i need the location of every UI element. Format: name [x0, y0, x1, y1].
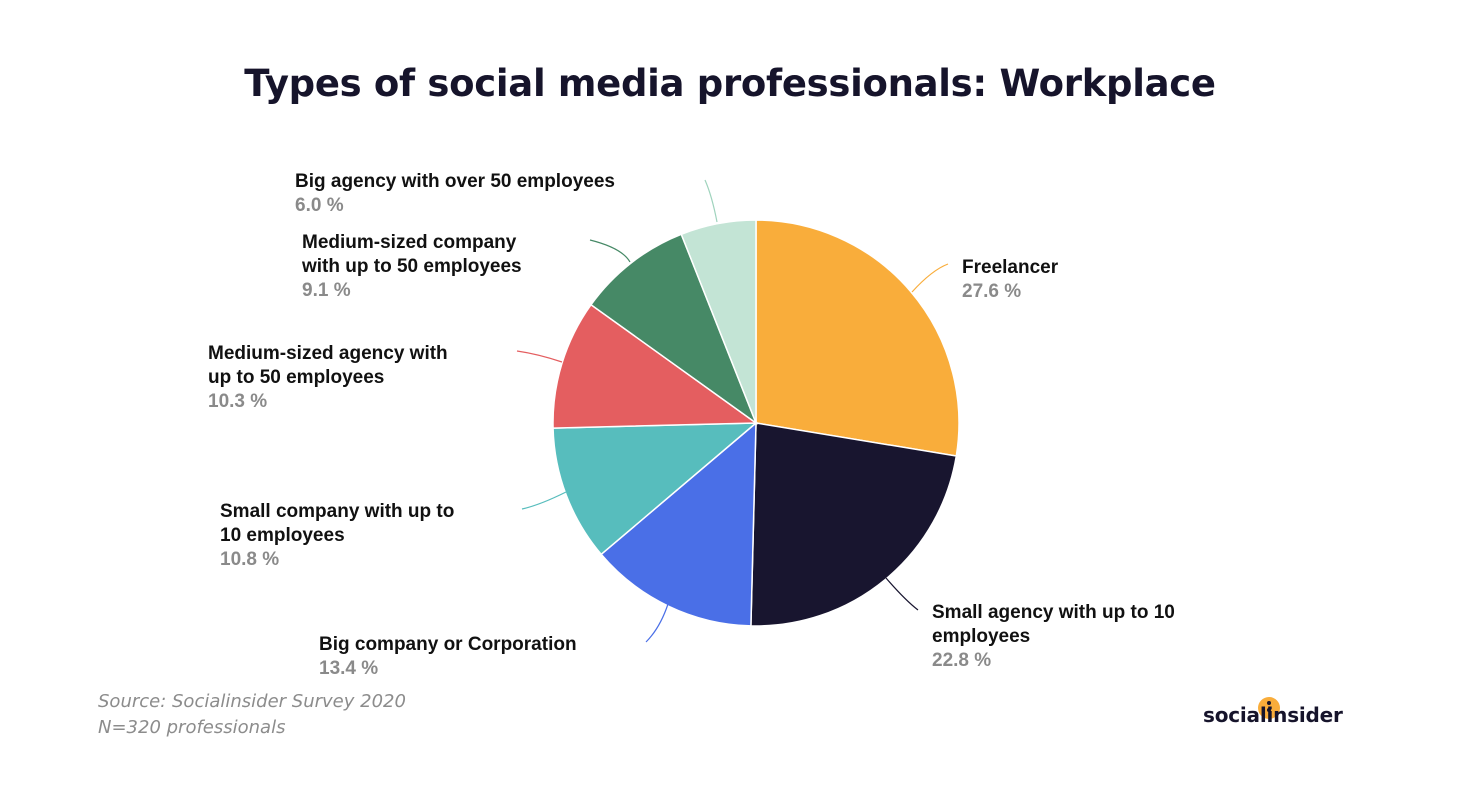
slice-label: Big agency with over 50 employees: [295, 171, 615, 192]
pie-slice: [755, 219, 960, 457]
logo-dot-icon: [1258, 697, 1280, 719]
slice-label: up to 50 employees: [208, 367, 384, 388]
leader-lines: [516, 179, 949, 643]
slice-label: employees: [932, 626, 1030, 647]
pie-slices: [552, 219, 960, 627]
leader-line: [645, 603, 669, 643]
sample-size-line: N=320 professionals: [98, 717, 286, 738]
brand-logo: socialinsider: [1203, 703, 1343, 727]
slice-value: 9.1 %: [302, 280, 351, 301]
slice-value: 27.6 %: [962, 281, 1021, 302]
slice-value: 13.4 %: [319, 658, 378, 679]
slice-label: Small company with up to: [220, 501, 454, 522]
slice-value: 10.8 %: [220, 549, 279, 570]
slice-label: Freelancer: [962, 257, 1059, 278]
pie-slice: [552, 303, 759, 429]
leader-line: [521, 491, 567, 510]
leader-line: [516, 350, 563, 363]
pie-slice: [600, 421, 757, 627]
slice-label: with up to 50 employees: [301, 256, 522, 277]
slice-label: Big company or Corporation: [319, 634, 577, 655]
pie-slice: [552, 422, 759, 556]
source-note: Source: Socialinsider Survey 2020 N=320 …: [98, 689, 406, 741]
slice-label: Medium-sized company: [302, 232, 517, 253]
pie-slice: [680, 219, 757, 424]
slice-value: 6.0 %: [295, 195, 344, 216]
leader-line: [885, 577, 919, 611]
slice-label: 10 employees: [220, 525, 345, 546]
leader-line: [589, 239, 631, 263]
leader-line: [911, 263, 949, 293]
pie-slice: [750, 422, 958, 627]
pie-slice: [589, 233, 758, 426]
slice-label: Medium-sized agency with: [208, 343, 448, 364]
slice-labels: Freelancer 27.6 % Small agency with up to …: [208, 171, 1175, 679]
slice-value: 22.8 %: [932, 650, 991, 671]
slice-label: Small agency with up to 10: [932, 602, 1175, 623]
leader-line: [704, 179, 718, 223]
source-line: Source: Socialinsider Survey 2020: [98, 691, 406, 712]
chart-title: Types of social media professionals: Wor…: [244, 62, 1216, 105]
slice-value: 10.3 %: [208, 391, 267, 412]
